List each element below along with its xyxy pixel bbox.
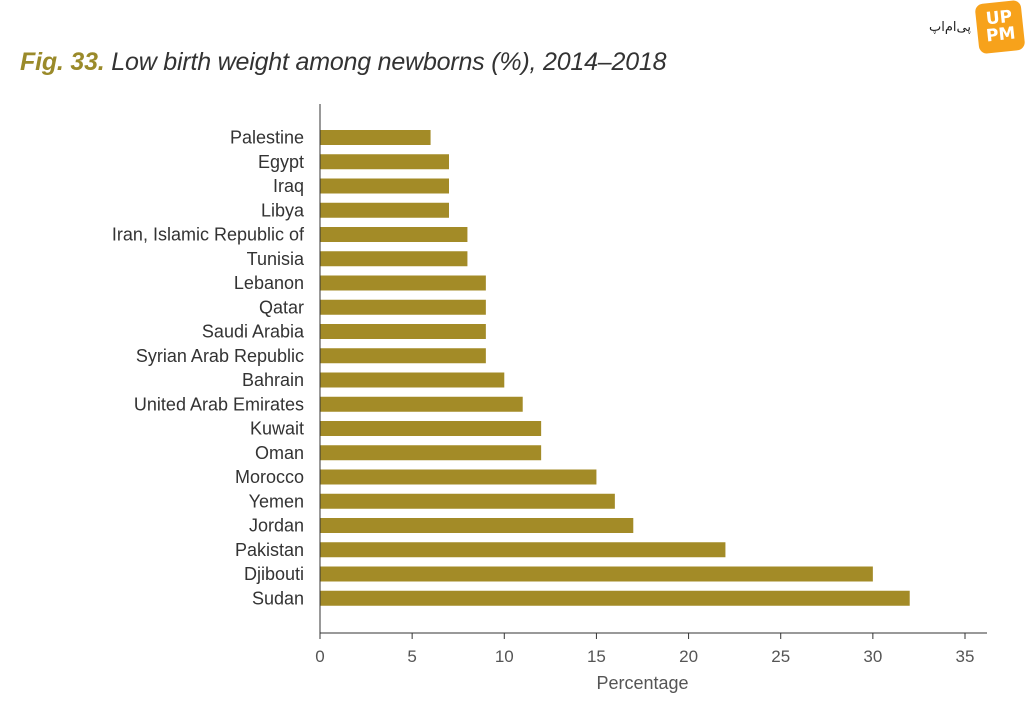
category-label: Sudan [252, 588, 304, 608]
bar-palestine [320, 130, 431, 145]
category-label: Saudi Arabia [202, 322, 305, 342]
category-label: Djibouti [244, 564, 304, 584]
category-label: Pakistan [235, 540, 304, 560]
bar-sudan [320, 590, 910, 606]
bar-libya [320, 202, 449, 218]
bar-saudi-arabia [320, 324, 486, 339]
x-tick-label: 0 [315, 647, 324, 666]
bar-lebanon [320, 275, 486, 291]
category-label: Tunisia [247, 249, 305, 269]
category-label: Kuwait [250, 419, 304, 439]
x-tick-label: 35 [956, 647, 975, 666]
category-label: Oman [255, 443, 304, 463]
figure-title: Fig. 33. Low birth weight among newborns… [20, 48, 667, 77]
bar-egypt [320, 154, 449, 170]
bar-syrian-arab-republic [320, 348, 486, 364]
bar-bahrain [320, 372, 505, 388]
category-label: Qatar [259, 297, 304, 317]
bar-morocco [320, 469, 597, 485]
category-label: Libya [261, 200, 305, 220]
bar-djibouti [320, 566, 873, 582]
x-tick-label: 5 [407, 647, 416, 666]
bar-kuwait [320, 421, 542, 436]
watermark-text: پی‌ام‌اپ [929, 19, 971, 35]
bar-oman [320, 445, 542, 461]
bar-jordan [320, 518, 634, 533]
x-tick-label: 15 [587, 647, 606, 666]
category-label: Morocco [235, 467, 304, 487]
category-label: Iraq [273, 176, 304, 196]
category-label: Syrian Arab Republic [136, 346, 304, 366]
x-tick-label: 20 [679, 647, 698, 666]
bar-pakistan [320, 542, 726, 558]
category-labels: Palestine Egypt Iraq Libya Iran, Islamic Rep… [112, 128, 305, 609]
category-label: Palestine [230, 128, 304, 148]
x-tick-label: 30 [863, 647, 882, 666]
watermark: پی‌ام‌اپ UP PM [929, 0, 1026, 55]
x-axis-title: Percentage [596, 673, 688, 693]
category-label: United Arab Emirates [134, 394, 304, 414]
axes: 0 5 10 15 20 25 30 35 Percentage [315, 104, 987, 693]
category-label: Lebanon [234, 273, 304, 293]
bar-united-arab-emirates [320, 396, 523, 412]
x-tick-label: 10 [495, 647, 514, 666]
x-tick-label: 25 [771, 647, 790, 666]
category-label: Bahrain [242, 370, 304, 390]
bars-layer [320, 130, 910, 606]
bar-iraq [320, 178, 449, 194]
category-label: Egypt [258, 152, 304, 172]
bar-qatar [320, 299, 486, 315]
category-label: Yemen [249, 491, 304, 511]
figure-title-text: Low birth weight among newborns (%), 201… [111, 48, 667, 76]
bar-yemen [320, 493, 615, 509]
category-label: Jordan [249, 516, 304, 536]
bar-iran-islamic-republic-of [320, 227, 468, 242]
figure-label: Fig. 33. [20, 48, 105, 76]
category-label: Iran, Islamic Republic of [112, 225, 305, 245]
bar-tunisia [320, 251, 468, 267]
